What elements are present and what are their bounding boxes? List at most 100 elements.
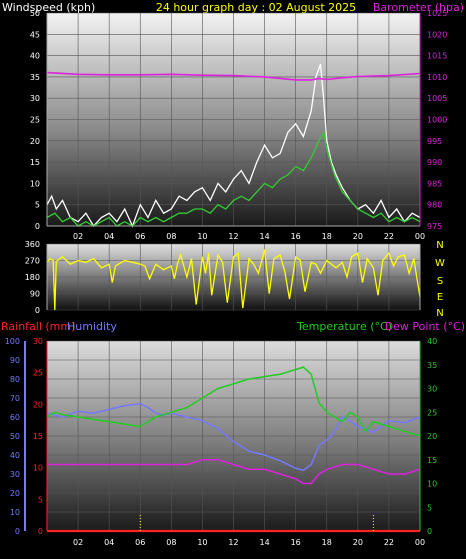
humidity-y-tick-label: 0 [15, 527, 20, 536]
wind-x-tick-label: 22 [384, 232, 394, 241]
wind-x-tick-label: 08 [166, 232, 176, 241]
barometer-y-tick-label: 1025 [427, 9, 447, 18]
temperature-panel-axes: 0 10 20 30 40 50 60 70 80 90 100 0 5 10 15 20 25 30 0 5 10 15… [5, 337, 437, 547]
humidity-y-tick-label: 30 [10, 470, 20, 479]
temperature-series-line [46, 366, 421, 437]
temperature-x-tick-label: 22 [384, 538, 394, 547]
humidity-y-tick-label: 80 [10, 375, 20, 384]
barometer-series-line [46, 71, 421, 81]
average-series-line [46, 130, 421, 227]
wind-x-tick-label: 20 [353, 232, 363, 241]
temperature-x-tick-label: 06 [135, 538, 145, 547]
barometer-axis-title: Barometer (hpa) [373, 1, 464, 14]
temperature-y-tick-label: 20 [427, 432, 437, 441]
barometer-y-tick-label: 995 [427, 137, 442, 146]
humidity-y-tick-label: 10 [10, 508, 20, 517]
wind-x-tick-label: 00 [415, 232, 425, 241]
wind-y-tick-label: 20 [30, 137, 40, 146]
wind-x-tick-label: 10 [197, 232, 207, 241]
temperature-axis-title: Temperature (°C) [296, 320, 392, 333]
chart-title: 24 hour graph day : 02 August 2025 [156, 1, 356, 14]
temperature-x-tick-label: 04 [104, 538, 114, 547]
direction-panel-grid [47, 243, 421, 311]
temperature-x-tick-label: 10 [197, 538, 207, 547]
compass-label: N [436, 308, 443, 319]
temperature-x-tick-label: 16 [291, 538, 301, 547]
compass-label: S [437, 276, 443, 287]
humidity-y-tick-label: 40 [10, 451, 20, 460]
wind-axis-title: Windspeed (kph) [2, 1, 95, 14]
barometer-y-tick-label: 975 [427, 222, 442, 231]
compass-label: W [435, 258, 445, 269]
wind-x-tick-label: 18 [322, 232, 332, 241]
rainfall-y-tick-label: 0 [38, 527, 43, 536]
temperature-y-tick-label: 5 [427, 503, 432, 512]
humidity-series-line [46, 402, 421, 472]
temperature-x-tick-label: 20 [353, 538, 363, 547]
direction-y-tick-label: 270 [25, 257, 40, 266]
rainfall-y-tick-label: 30 [33, 337, 43, 346]
dewpoint-axis-title: Dew Point (°C) [385, 320, 465, 333]
humidity-axis-title: Humidity [67, 320, 117, 333]
barometer-y-tick-label: 1020 [427, 30, 447, 39]
temperature-x-tick-label: 18 [322, 538, 332, 547]
wind-y-tick-label: 45 [30, 30, 40, 39]
barometer-y-tick-label: 1005 [427, 94, 447, 103]
wind-y-tick-label: 10 [30, 179, 40, 188]
temperature-y-tick-label: 35 [427, 361, 437, 370]
barometer-y-tick-label: 985 [427, 179, 442, 188]
barometer-y-tick-label: 1010 [427, 73, 447, 82]
temperature-x-tick-label: 08 [166, 538, 176, 547]
wind-y-tick-label: 5 [35, 201, 40, 210]
temperature-y-tick-label: 40 [427, 337, 437, 346]
direction-y-tick-label: 360 [25, 240, 40, 249]
temperature-y-tick-label: 15 [427, 456, 437, 465]
rainfall-y-tick-label: 25 [33, 369, 43, 378]
wind-x-tick-label: 06 [135, 232, 145, 241]
humidity-y-tick-label: 70 [10, 394, 20, 403]
rainfall-y-tick-label: 15 [33, 432, 43, 441]
wind-panel-series [46, 63, 421, 228]
direction-y-tick-label: 0 [35, 306, 40, 315]
barometer-y-tick-label: 1000 [427, 116, 447, 125]
direction-panel-series [46, 249, 421, 311]
temperature-x-tick-label: 14 [259, 538, 269, 547]
humidity-y-tick-label: 100 [5, 337, 20, 346]
humidity-y-tick-label: 60 [10, 413, 20, 422]
rainfall-y-tick-label: 5 [38, 495, 43, 504]
wind-y-tick-label: 50 [30, 9, 40, 18]
direction-y-tick-label: 90 [30, 290, 40, 299]
wind-panel-axes: 0510152025303540455097598098599099510001… [30, 9, 448, 241]
temperature-x-tick-label: 02 [73, 538, 83, 547]
wind-y-tick-label: 30 [30, 94, 40, 103]
humidity-y-tick-label: 50 [10, 432, 20, 441]
compass-label: E [437, 292, 443, 303]
wind-x-tick-label: 02 [73, 232, 83, 241]
wind-x-tick-label: 14 [259, 232, 269, 241]
wind-x-tick-label: 16 [291, 232, 301, 241]
humidity-y-tick-label: 20 [10, 489, 20, 498]
compass-label: N [436, 240, 443, 251]
temperature-y-tick-label: 0 [427, 527, 432, 536]
rainfall-axis-title: Rainfall (mm) [1, 320, 75, 333]
temperature-panel-series [46, 366, 421, 533]
direction-series-line [46, 249, 421, 311]
wind-x-tick-label: 12 [228, 232, 238, 241]
dew-point-series-line [47, 459, 421, 485]
wind-y-tick-label: 25 [30, 116, 40, 125]
barometer-y-tick-label: 980 [427, 201, 442, 210]
wind-x-tick-label: 04 [104, 232, 114, 241]
wind-y-tick-label: 0 [35, 222, 40, 231]
wind-y-tick-label: 15 [30, 158, 40, 167]
rainfall-y-tick-label: 10 [33, 464, 43, 473]
temperature-x-tick-label: 00 [415, 538, 425, 547]
wind-panel-grid [47, 12, 421, 227]
temperature-x-tick-label: 12 [228, 538, 238, 547]
humidity-y-tick-label: 90 [10, 356, 20, 365]
wind-y-tick-label: 35 [30, 73, 40, 82]
rainfall-y-tick-label: 20 [33, 400, 43, 409]
temperature-y-tick-label: 25 [427, 408, 437, 417]
